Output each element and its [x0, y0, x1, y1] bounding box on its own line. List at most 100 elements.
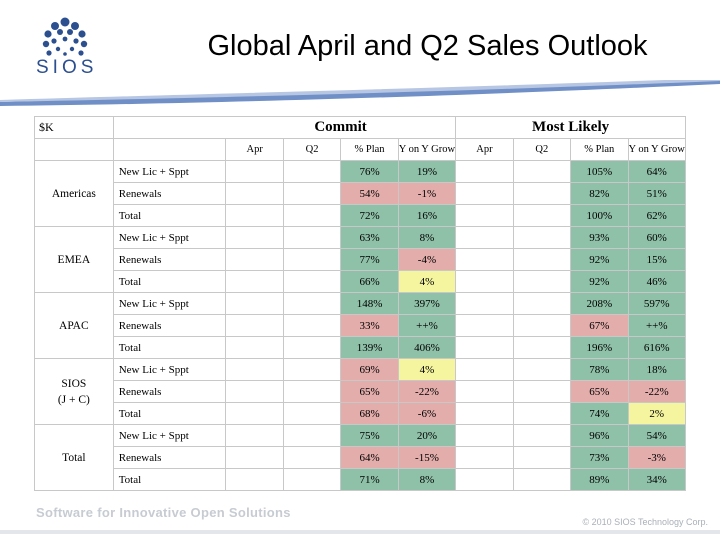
group-header-most-likely: Most Likely — [455, 116, 686, 139]
row-label: Total — [112, 402, 227, 425]
empty-cell — [455, 314, 514, 337]
empty-cell — [282, 424, 342, 447]
empty-cell — [225, 424, 284, 447]
value-cell: 105% — [570, 160, 629, 183]
empty-cell — [512, 160, 572, 183]
value-cell: 15% — [627, 248, 686, 271]
empty-cell — [282, 270, 342, 293]
empty-cell — [225, 204, 284, 227]
table-row: Total 139% 406% 196% 616% — [35, 336, 686, 359]
empty-cell — [512, 380, 572, 403]
empty-cell — [225, 292, 284, 315]
value-cell: 54% — [627, 424, 686, 447]
empty-cell — [282, 358, 342, 381]
row-label: Renewals — [112, 314, 227, 337]
value-cell: 8% — [397, 226, 457, 249]
table-row: Total 68% -6% 74% 2% — [35, 402, 686, 425]
value-cell: -15% — [397, 446, 457, 469]
region-label: EMEA — [34, 226, 114, 293]
value-cell: 65% — [570, 380, 629, 403]
empty-cell — [512, 446, 572, 469]
value-cell: 69% — [340, 358, 399, 381]
empty-cell — [512, 204, 572, 227]
empty-cell — [512, 402, 572, 425]
value-cell: 397% — [397, 292, 457, 315]
value-cell: ++% — [627, 314, 686, 337]
value-cell: 616% — [627, 336, 686, 359]
empty-cell — [282, 182, 342, 205]
value-cell: 148% — [340, 292, 399, 315]
value-cell: 2% — [627, 402, 686, 425]
table-row: Renewals 64% -15% 73% -3% — [35, 446, 686, 469]
col-header: Apr — [225, 138, 284, 161]
value-cell: 77% — [340, 248, 399, 271]
value-cell: 66% — [340, 270, 399, 293]
value-cell: 74% — [570, 402, 629, 425]
row-label: New Lic + Sppt — [112, 424, 227, 447]
empty-cell — [225, 270, 284, 293]
empty-cell — [455, 336, 514, 359]
value-cell: -22% — [627, 380, 686, 403]
col-header: Y on Y Growth — [627, 138, 686, 161]
region-label: SIOS (J + C) — [34, 358, 114, 425]
row-label: Total — [112, 468, 227, 491]
table-row: Total 71% 8% 89% 34% — [35, 468, 686, 491]
empty-cell — [225, 358, 284, 381]
table-row: Renewals 33% ++% 67% ++% — [35, 314, 686, 337]
value-cell: 18% — [627, 358, 686, 381]
empty-cell — [282, 160, 342, 183]
empty-cell — [455, 380, 514, 403]
row-label: New Lic + Sppt — [112, 292, 227, 315]
empty-cell — [455, 226, 514, 249]
empty-cell — [225, 468, 284, 491]
page-title: Global April and Q2 Sales Outlook — [207, 30, 648, 62]
value-cell: 82% — [570, 182, 629, 205]
value-cell: 54% — [340, 182, 399, 205]
header-swoosh — [0, 80, 720, 106]
empty-cell — [455, 446, 514, 469]
value-cell: 60% — [627, 226, 686, 249]
value-cell: 68% — [340, 402, 399, 425]
empty-cell — [225, 248, 284, 271]
col-header: Q2 — [282, 138, 342, 161]
empty-cell — [282, 292, 342, 315]
region-label-line: (J + C) — [57, 393, 90, 406]
empty-cell — [455, 424, 514, 447]
value-cell: 19% — [397, 160, 457, 183]
sios-logo-mark — [42, 17, 88, 56]
value-cell: 51% — [627, 182, 686, 205]
value-cell: 34% — [627, 468, 686, 491]
row-label: New Lic + Sppt — [112, 160, 227, 183]
empty-cell — [282, 402, 342, 425]
group-header-commit: Commit — [225, 116, 457, 139]
empty-cell — [455, 248, 514, 271]
value-cell: 67% — [570, 314, 629, 337]
empty-cell — [282, 226, 342, 249]
table-row: APAC New Lic + Sppt 148% 397% 208% 597% — [34, 292, 686, 359]
region-label: Americas — [34, 160, 114, 227]
row-label: New Lic + Sppt — [112, 358, 227, 381]
empty-cell — [512, 314, 572, 337]
table-row: Renewals 65% -22% 65% -22% — [35, 380, 686, 403]
row-label: Renewals — [112, 380, 227, 403]
sales-table: $K Commit Most Likely Apr Q2 % Plan Y on… — [34, 116, 686, 491]
row-label: New Lic + Sppt — [112, 226, 227, 249]
empty-cell — [282, 204, 342, 227]
empty-cell — [225, 402, 284, 425]
value-cell: 75% — [340, 424, 399, 447]
empty-cell — [282, 380, 342, 403]
value-cell: ++% — [397, 314, 457, 337]
table-row: Total 72% 16% 100% 62% — [35, 204, 686, 227]
value-cell: 89% — [570, 468, 629, 491]
empty-cell — [455, 468, 514, 491]
value-cell: 93% — [570, 226, 629, 249]
empty-cell — [225, 380, 284, 403]
empty-cell — [225, 446, 284, 469]
col-header: Q2 — [512, 138, 572, 161]
empty-cell — [225, 160, 284, 183]
value-cell: 208% — [570, 292, 629, 315]
table-row: SIOS (J + C) New Lic + Sppt 69% 4% 78% 18% — [34, 358, 686, 425]
row-label: Renewals — [112, 248, 227, 271]
empty-cell — [282, 336, 342, 359]
footer-rule — [0, 530, 720, 534]
